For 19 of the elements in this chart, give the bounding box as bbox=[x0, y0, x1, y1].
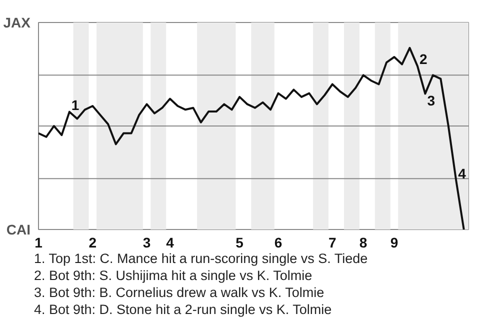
x-tick-label: 9 bbox=[390, 234, 398, 250]
annotation: 1 bbox=[71, 96, 80, 113]
x-tick-label: 4 bbox=[166, 234, 174, 250]
x-tick-label: 6 bbox=[274, 234, 282, 250]
annotation: 4 bbox=[458, 165, 466, 182]
annotation: 2 bbox=[419, 51, 428, 68]
text: 2. Bot 9th: S. Ushijima hit a single vs K. Tolmie bbox=[34, 268, 312, 283]
x-tick-label: 7 bbox=[328, 234, 336, 250]
text: 1. Top 1st: C. Mance hit a run-scoring single vs S. Tiede bbox=[34, 251, 368, 266]
x-tick-label: 5 bbox=[236, 234, 244, 250]
text: 3. Bot 9th: B. Cornelius drew a walk vs K. Tolmie bbox=[34, 285, 324, 300]
text: JAX bbox=[3, 14, 32, 30]
x-tick-label: 3 bbox=[142, 234, 151, 250]
x-tick-label: 8 bbox=[359, 234, 368, 250]
annotation: 3 bbox=[427, 92, 436, 109]
text: CAI bbox=[6, 222, 31, 238]
x-tick-label: 2 bbox=[88, 234, 97, 250]
text: 4. Bot 9th: D. Stone hit a 2-run single vs K. Tolmie bbox=[34, 302, 332, 317]
x-tick-label: 1 bbox=[34, 234, 43, 250]
